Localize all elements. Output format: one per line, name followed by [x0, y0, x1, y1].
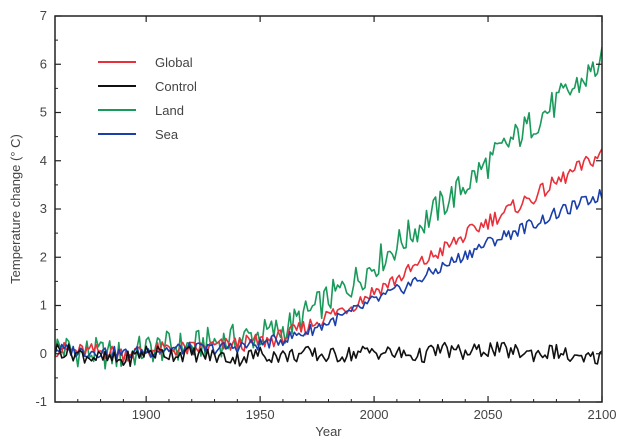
series-line-sea [55, 189, 602, 360]
series-line-global [55, 148, 602, 363]
x-axis: 1900 1950 2000 2050 2100 [77, 16, 617, 422]
x-tick-label: 1900 [132, 407, 161, 422]
y-tick-label: 4 [40, 153, 47, 168]
x-tick-label: 2000 [360, 407, 389, 422]
legend-label-land: Land [155, 103, 184, 118]
x-axis-title: Year [315, 424, 342, 439]
x-tick-label: 2050 [474, 407, 503, 422]
series-line-control [55, 341, 602, 367]
x-tick-label: 2100 [588, 407, 617, 422]
y-axis-title: Temperature change (° C) [8, 134, 23, 284]
y-tick-label: 7 [40, 8, 47, 23]
legend-label-sea: Sea [155, 127, 179, 142]
series-line-land [55, 46, 602, 370]
legend: Global Control Land Sea [98, 55, 197, 142]
y-tick-label: -1 [35, 394, 47, 409]
y-tick-label: 1 [40, 298, 47, 313]
y-tick-label: 3 [40, 201, 47, 216]
y-tick-label: 5 [40, 105, 47, 120]
legend-label-control: Control [155, 79, 197, 94]
x-tick-label: 1950 [246, 407, 275, 422]
y-axis: -1 0 1 2 3 4 5 6 7 [35, 8, 602, 409]
y-tick-label: 6 [40, 56, 47, 71]
y-tick-label: 2 [40, 249, 47, 264]
y-tick-label: 0 [40, 346, 47, 361]
legend-label-global: Global [155, 55, 193, 70]
